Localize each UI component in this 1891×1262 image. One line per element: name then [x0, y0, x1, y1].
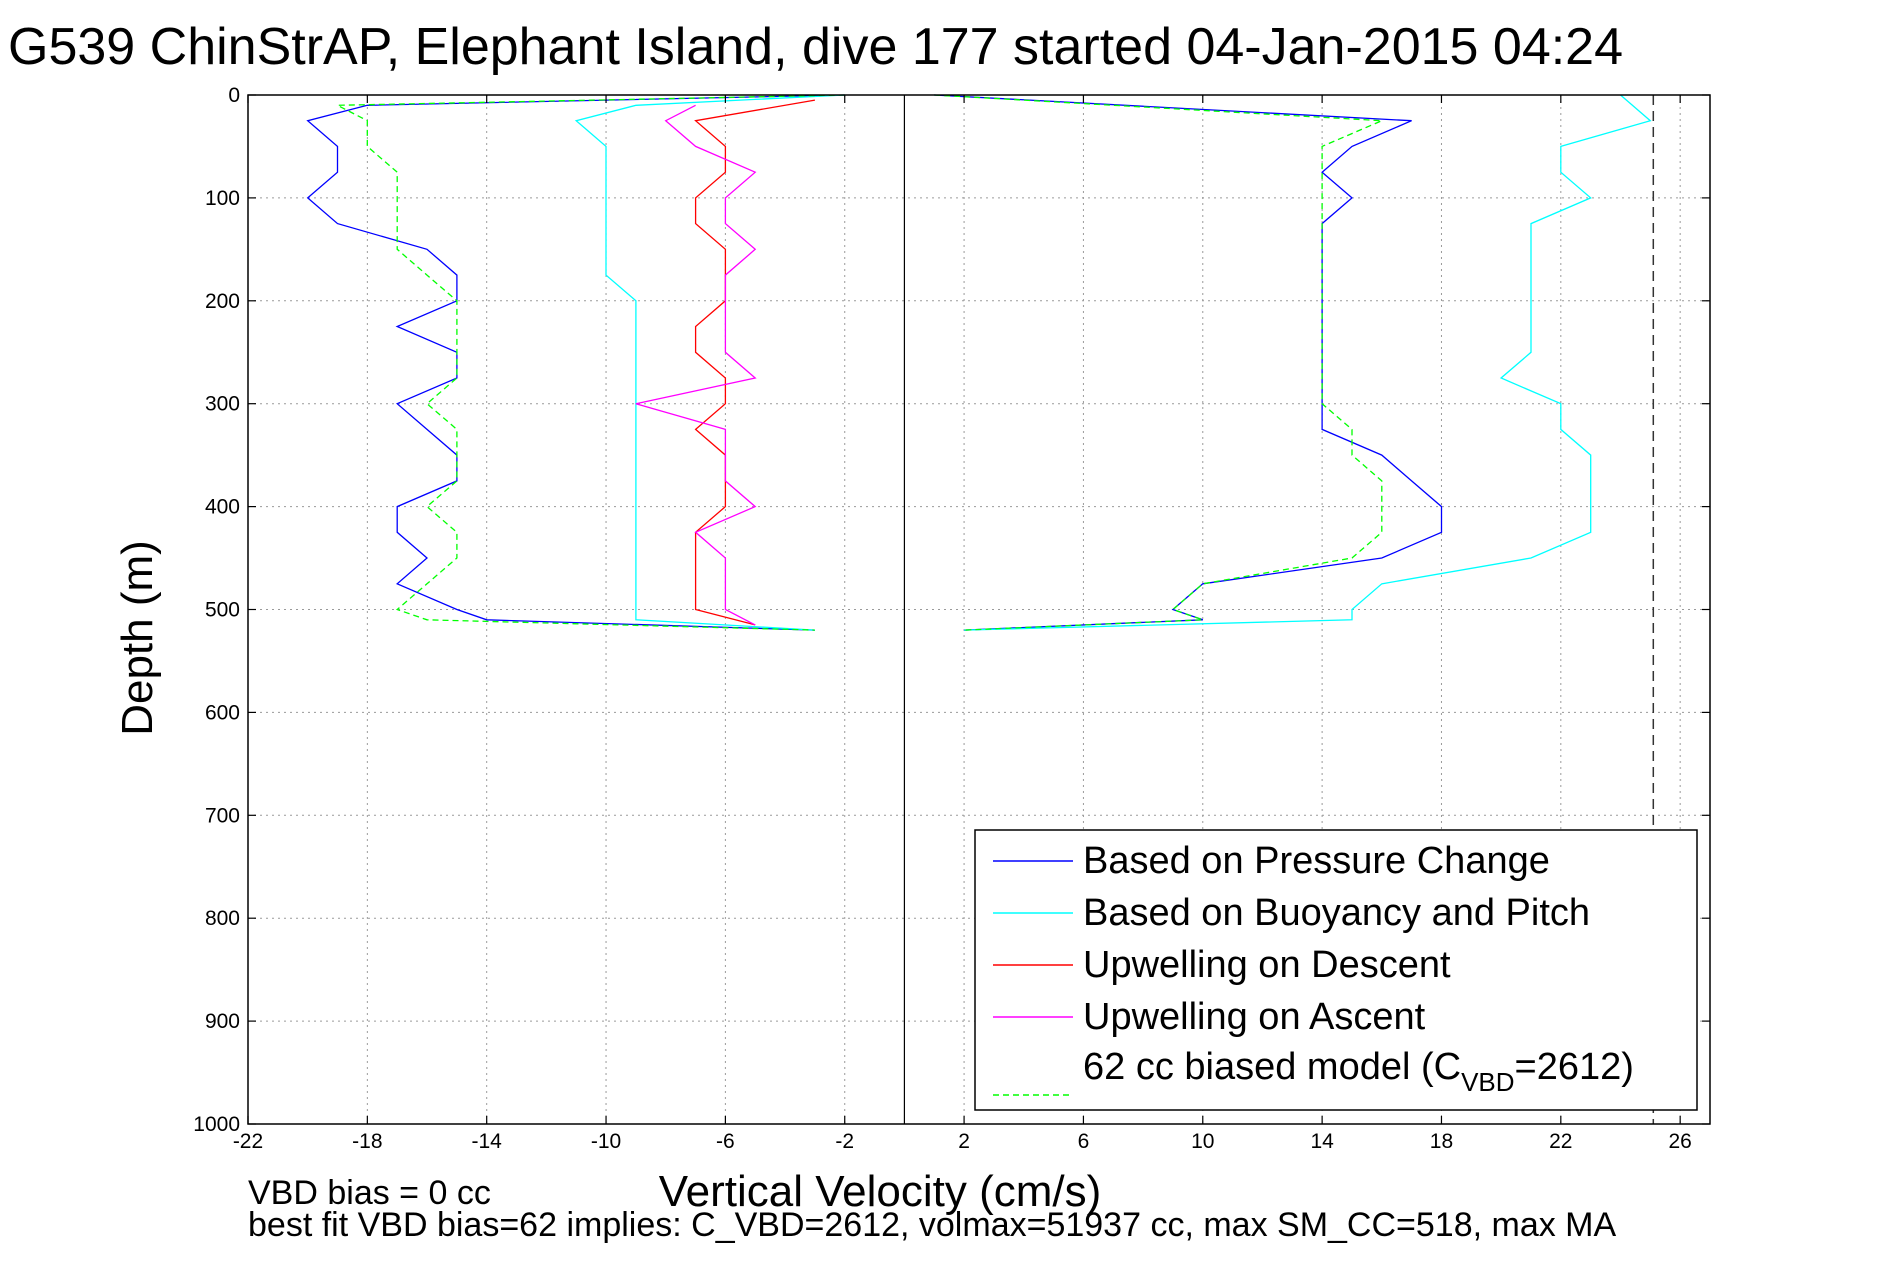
- x-tick-label: -10: [591, 1130, 621, 1153]
- y-tick-label: 0: [228, 84, 240, 107]
- x-tick-label: -6: [716, 1130, 735, 1153]
- x-tick-label: 26: [1668, 1130, 1691, 1153]
- y-tick-label: 1000: [193, 1113, 240, 1136]
- legend-box: [974, 829, 1698, 1111]
- x-tick-label: 2: [958, 1130, 970, 1153]
- legend-label-text: 62 cc biased model (C: [1083, 1046, 1461, 1088]
- x-axis-label: Vertical Velocity (cm/s): [659, 1167, 1102, 1216]
- x-tick-label: 18: [1430, 1130, 1453, 1153]
- y-tick-label: 300: [205, 393, 240, 416]
- y-tick-label: 900: [205, 1010, 240, 1033]
- series-line-0-1: [934, 94, 1443, 631]
- y-tick-label: 400: [205, 496, 240, 519]
- x-tick-label: 22: [1549, 1130, 1572, 1153]
- legend-label: Based on Buoyancy and Pitch: [1083, 892, 1590, 934]
- x-tick-label: 10: [1191, 1130, 1214, 1153]
- legend-label-text: Based on Buoyancy and Pitch: [1083, 892, 1590, 934]
- y-tick-label: 600: [205, 701, 240, 724]
- x-tick-label: -22: [233, 1130, 263, 1153]
- series-line-4-1: [934, 94, 1383, 631]
- x-tick-label: 14: [1310, 1130, 1334, 1153]
- y-tick-label: 700: [205, 804, 240, 827]
- legend: Based on Pressure Change Based on Buoyanc…: [974, 829, 1698, 1111]
- legend-entries: Based on Pressure Change Based on Buoyanc…: [993, 840, 1634, 1097]
- legend-label: Based on Pressure Change: [1083, 840, 1550, 882]
- series-line-1-0: [574, 94, 845, 631]
- x-axis-ticks: -22 -18 -14 -10 -6 -2 2 6 10 14 18 22 26: [233, 95, 1692, 1153]
- series-line-2-0: [694, 99, 816, 626]
- y-tick-label: 500: [205, 599, 240, 622]
- legend-label: Upwelling on Descent: [1083, 944, 1451, 986]
- series-line-1-1: [964, 94, 1652, 631]
- series-group: [306, 94, 1652, 631]
- legend-label-text: Based on Pressure Change: [1083, 840, 1550, 882]
- y-tick-label: 100: [205, 187, 240, 210]
- legend-label: 62 cc biased model (CVBD=2612): [1083, 1046, 1634, 1097]
- y-tick-label: 200: [205, 290, 240, 313]
- legend-label-subscript: VBD: [1461, 1067, 1514, 1097]
- x-tick-label: -18: [352, 1130, 382, 1153]
- vbd-bias-note: VBD bias = 0 cc: [248, 1174, 491, 1212]
- chart-title: G539 ChinStrAP, Elephant Island, dive 17…: [8, 18, 1623, 76]
- y-axis-ticks: 0 100 200 300 400 500 600 700 800 900 1000: [193, 84, 1710, 1136]
- best-fit-note: best fit VBD bias=62 implies: C_VBD=2612…: [248, 1206, 1617, 1244]
- legend-label-text: Upwelling on Descent: [1083, 944, 1451, 986]
- legend-label: Upwelling on Ascent: [1083, 996, 1426, 1038]
- x-tick-label: 6: [1078, 1130, 1090, 1153]
- series-line-4-0: [337, 94, 845, 631]
- series-line-3-0: [635, 104, 757, 626]
- legend-label-end: =2612): [1515, 1046, 1634, 1088]
- legend-label-text: Upwelling on Ascent: [1083, 996, 1426, 1038]
- y-axis-label: Depth (m): [113, 540, 162, 736]
- y-tick-label: 800: [205, 907, 240, 930]
- x-tick-label: -2: [835, 1130, 854, 1153]
- x-tick-label: -14: [472, 1130, 503, 1153]
- series-line-0-0: [306, 94, 845, 631]
